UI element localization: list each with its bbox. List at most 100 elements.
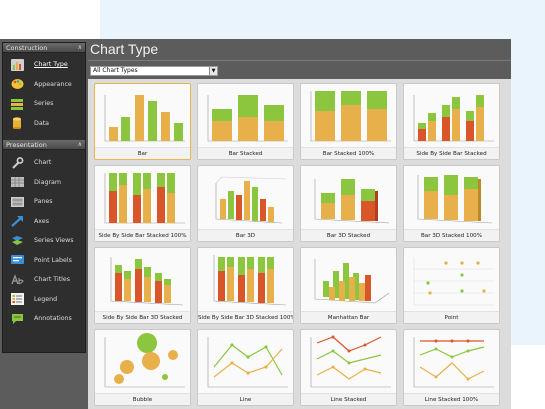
sidebar-item-label: Chart Type [34, 61, 68, 69]
sidebar-item-label: Diagram [34, 178, 62, 186]
wrench-icon [11, 156, 24, 169]
collapse-chevron-icon[interactable]: ∧ [77, 141, 82, 148]
panes-icon [11, 196, 24, 208]
bar-thumbnail-icon [104, 95, 185, 142]
tile-label: Bar Stacked [198, 147, 293, 159]
sidebar-item-series-views[interactable]: Series Views [3, 231, 85, 251]
sidebar-item-label: Panes [34, 198, 53, 206]
tile-label: Bubble [95, 393, 190, 405]
manhattan-bar-thumbnail-icon [314, 259, 390, 304]
legend-icon [11, 293, 24, 306]
bar-chart-icon [11, 58, 24, 71]
chart-type-tile-bar-3d[interactable]: Bar 3D [197, 165, 294, 242]
side-by-side-bar-3d-stacked-thumbnail-icon [110, 257, 184, 306]
sidebar-item-axes[interactable]: Axes [3, 212, 85, 232]
group-label: Construction [6, 44, 48, 52]
line-stacked-thumbnail-icon [310, 335, 391, 388]
chart-type-tile-bar-3d-stacked-100[interactable]: Bar 3D Stacked 100% [403, 165, 500, 242]
sidebar-item-label: Axes [34, 217, 49, 225]
sidebar-item-label: Series Views [34, 237, 74, 245]
sidebar-item-label: Point Labels [34, 256, 72, 264]
chart-type-tile-bar-stacked[interactable]: Bar Stacked [197, 83, 294, 160]
chart-titles-icon [11, 273, 24, 286]
chart-type-tile-point[interactable]: Point [403, 247, 500, 324]
group-header-construction[interactable]: Construction ∧ [3, 43, 85, 53]
tile-label: Point [404, 311, 499, 323]
tile-label: Line [198, 393, 293, 405]
sidebar-item-chart-type[interactable]: Chart Type [3, 55, 85, 75]
bar-stacked-100-thumbnail-icon [310, 91, 391, 142]
database-icon [11, 117, 24, 130]
diagram-icon [11, 176, 24, 188]
bubble-thumbnail-icon [104, 333, 185, 388]
chart-type-tile-bar-stacked-100[interactable]: Bar Stacked 100% [300, 83, 397, 160]
chart-designer-window: Construction ∧ Chart Type Appearance S [0, 39, 511, 409]
tile-label: Line Stacked 100% [404, 393, 499, 405]
title-divider [88, 60, 511, 61]
chart-type-tile-bar[interactable]: Bar [94, 83, 191, 160]
chart-type-tile-side-by-side-bar-3d-stacked[interactable]: Side By Side Bar 3D Stacked [94, 247, 191, 324]
tile-label: Bar 3D [198, 229, 293, 241]
bar-3d-stacked-thumbnail-icon [314, 179, 390, 224]
chart-type-tile-line[interactable]: Line [197, 329, 294, 406]
sidebar-item-annotations[interactable]: Annotations [3, 309, 85, 329]
sidebar-item-data[interactable]: Data [3, 114, 85, 134]
sidebar-item-chart-titles[interactable]: Chart Titles [3, 270, 85, 290]
page-title: Chart Type [90, 41, 159, 57]
tile-label: Side By Side Bar 3D Stacked [95, 311, 190, 323]
sidebar-item-panes[interactable]: Panes [3, 192, 85, 212]
chart-type-tile-line-stacked-100[interactable]: Line Stacked 100% [403, 329, 500, 406]
sidebar-item-label: Chart [34, 159, 52, 167]
sidebar-item-label: Appearance [34, 80, 72, 88]
tile-label: Side By Side Bar Stacked [404, 147, 499, 159]
line-thumbnail-icon [207, 337, 288, 388]
sidebar: Construction ∧ Chart Type Appearance S [2, 42, 86, 353]
chart-type-tile-side-by-side-bar-stacked-100[interactable]: Side By Side Bar Stacked 100% [94, 165, 191, 242]
side-by-side-bar-3d-stacked-100-thumbnail-icon [213, 255, 287, 306]
sidebar-item-legend[interactable]: Legend [3, 290, 85, 310]
line-stacked-100-thumbnail-icon [413, 337, 494, 388]
tile-label: Bar 3D Stacked [301, 229, 396, 241]
group-label: Presentation [6, 141, 47, 149]
group-header-presentation[interactable]: Presentation ∧ [3, 140, 85, 150]
point-labels-icon [11, 254, 24, 266]
sidebar-item-label: Annotations [34, 315, 72, 323]
tile-label: Bar 3D Stacked 100% [404, 229, 499, 241]
bar-stacked-thumbnail-icon [207, 95, 288, 142]
chart-type-gallery: Bar Bar Stacked Bar Stacked 100% [88, 79, 511, 409]
tile-label: Manhattan Bar [301, 311, 396, 323]
chart-type-tile-bar-3d-stacked[interactable]: Bar 3D Stacked [300, 165, 397, 242]
series-icon [11, 98, 24, 110]
chart-type-tile-side-by-side-bar-stacked[interactable]: Side By Side Bar Stacked [403, 83, 500, 160]
main-panel: Chart Type All Chart Types ▼ Bar [88, 39, 511, 409]
side-by-side-bar-stacked-100-thumbnail-icon [104, 173, 185, 224]
point-thumbnail-icon [413, 257, 494, 306]
axes-arrow-icon [11, 215, 24, 228]
tile-label: Line Stacked [301, 393, 396, 405]
chart-type-tile-bubble[interactable]: Bubble [94, 329, 191, 406]
tile-label: Side By Side Bar Stacked 100% [95, 229, 190, 241]
tile-label: Bar Stacked 100% [301, 147, 396, 159]
sidebar-item-label: Legend [34, 295, 58, 303]
sidebar-item-series[interactable]: Series [3, 94, 85, 114]
sidebar-item-appearance[interactable]: Appearance [3, 75, 85, 95]
annotations-icon [11, 313, 24, 325]
side-by-side-bar-stacked-thumbnail-icon [413, 95, 494, 142]
palette-icon [11, 78, 24, 90]
tile-label: Side By Side Bar 3D Stacked 100% [198, 311, 293, 323]
tile-label: Bar [95, 147, 190, 159]
sidebar-item-point-labels[interactable]: Point Labels [3, 251, 85, 271]
sidebar-item-diagram[interactable]: Diagram [3, 173, 85, 193]
sidebar-item-label: Data [34, 119, 50, 127]
sidebar-item-label: Chart Titles [34, 276, 71, 284]
chart-type-tile-line-stacked[interactable]: Line Stacked [300, 329, 397, 406]
sidebar-item-label: Series [34, 100, 54, 108]
filter-value: All Chart Types [93, 67, 138, 74]
bar-3d-thumbnail-icon [215, 176, 287, 224]
collapse-chevron-icon[interactable]: ∧ [77, 44, 82, 51]
chart-type-tile-side-by-side-bar-3d-stacked-100[interactable]: Side By Side Bar 3D Stacked 100% [197, 247, 294, 324]
chart-type-filter-select[interactable]: All Chart Types ▼ [90, 66, 218, 76]
dropdown-arrow-icon[interactable]: ▼ [209, 67, 217, 75]
sidebar-item-chart[interactable]: Chart [3, 153, 85, 173]
chart-type-tile-manhattan-bar[interactable]: Manhattan Bar [300, 247, 397, 324]
